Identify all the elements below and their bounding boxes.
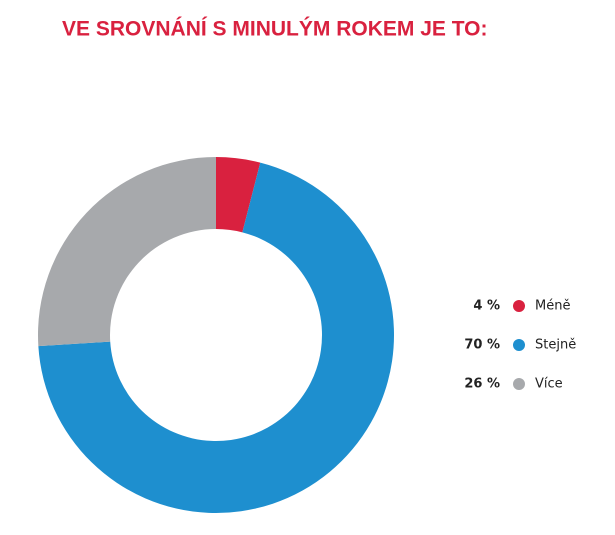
legend-swatch bbox=[513, 300, 525, 312]
wedge bbox=[37, 157, 216, 347]
legend-value: 26 % bbox=[464, 377, 500, 392]
wedge bbox=[38, 162, 394, 514]
legend-label: Stejně bbox=[535, 338, 576, 353]
legend-value: 70 % bbox=[464, 338, 500, 353]
chart-title: VE SROVNÁNÍ S MINULÝM ROKEM JE TO: bbox=[62, 17, 488, 41]
legend-value: 4 % bbox=[473, 299, 500, 314]
legend-swatch bbox=[513, 339, 525, 351]
legend-label: Méně bbox=[535, 299, 570, 314]
legend-label: Více bbox=[535, 377, 563, 392]
legend-swatch bbox=[513, 378, 525, 390]
wedge bbox=[216, 157, 261, 233]
